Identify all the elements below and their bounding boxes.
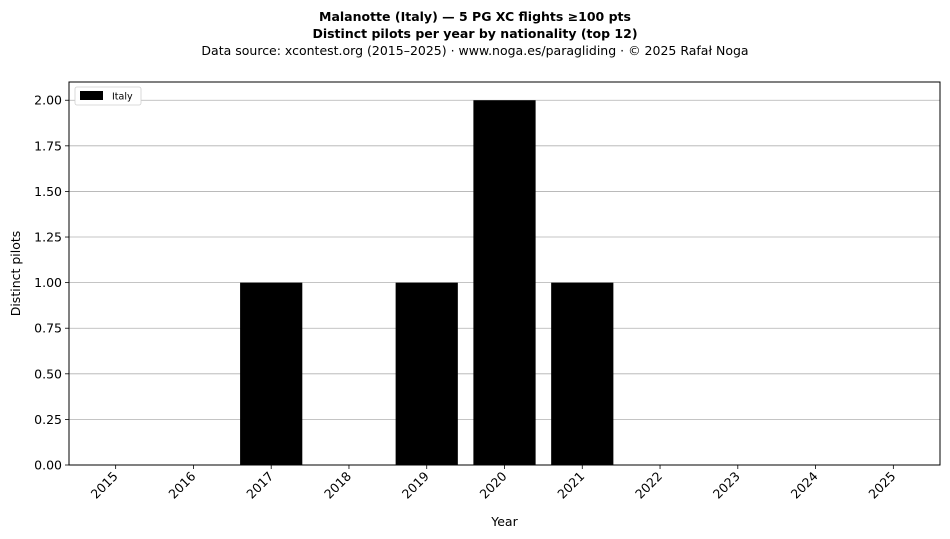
y-tick-label: 0.25 xyxy=(34,412,62,427)
x-tick-label: 2021 xyxy=(554,469,587,502)
x-tick-label: 2020 xyxy=(477,468,510,501)
chart-subtitle: Distinct pilots per year by nationality … xyxy=(312,26,638,41)
y-tick-label: 0.00 xyxy=(34,458,62,473)
x-tick-label: 2025 xyxy=(865,469,898,502)
chart-source-note: Data source: xcontest.org (2015–2025) · … xyxy=(201,43,749,58)
legend-label-italy: Italy xyxy=(112,92,133,103)
x-tick-label: 2019 xyxy=(399,468,432,501)
y-tick-label: 1.75 xyxy=(34,138,62,153)
y-tick-label: 1.00 xyxy=(34,275,62,290)
y-axis-label: Distinct pilots xyxy=(8,231,23,317)
bars xyxy=(240,100,614,465)
x-tick-label: 2023 xyxy=(710,469,743,502)
bar-italy-2017 xyxy=(240,282,303,465)
x-tick-label: 2017 xyxy=(243,469,276,502)
legend: Italy xyxy=(74,86,142,106)
y-tick-label: 2.00 xyxy=(34,93,62,108)
bar-italy-2019 xyxy=(395,282,458,465)
y-axis: 0.00 0.25 0.50 0.75 1.00 1.25 1.50 1.75 2.00 xyxy=(34,93,69,473)
chart-title: Malanotte (Italy) — 5 PG XC flights ≥100… xyxy=(319,9,631,24)
x-tick-label: 2016 xyxy=(165,468,198,501)
y-tick-label: 1.50 xyxy=(34,184,62,199)
x-tick-label: 2022 xyxy=(632,469,665,502)
x-tick-label: 2024 xyxy=(788,468,821,501)
chart-titles: Malanotte (Italy) — 5 PG XC flights ≥100… xyxy=(0,8,950,59)
y-tick-label: 0.75 xyxy=(34,321,62,336)
bar-italy-2020 xyxy=(473,100,536,465)
x-axis-label: Year xyxy=(490,514,518,529)
bar-italy-2021 xyxy=(551,282,614,465)
legend-swatch-italy xyxy=(80,91,103,100)
x-axis: 2015 2016 2017 2018 2019 2020 2021 2022 2023 2024… xyxy=(88,465,898,502)
y-tick-label: 0.50 xyxy=(34,366,62,381)
y-tick-label: 1.25 xyxy=(34,230,62,245)
x-tick-label: 2015 xyxy=(88,469,121,502)
x-tick-label: 2018 xyxy=(321,468,354,501)
